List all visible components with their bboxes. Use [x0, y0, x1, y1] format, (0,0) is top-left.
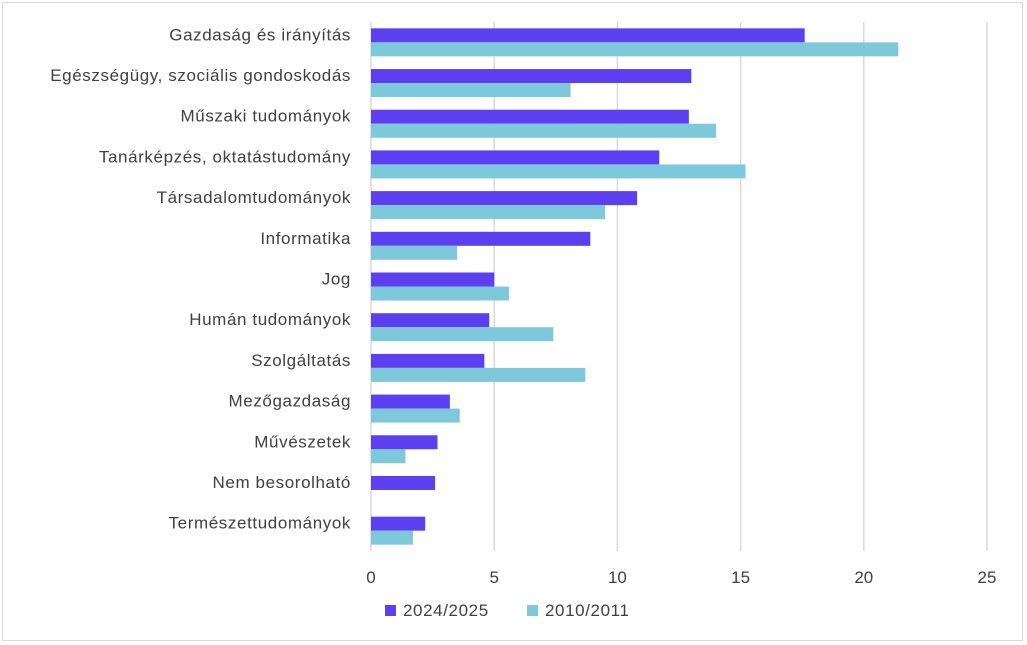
legend: 2024/2025 2010/2011 [385, 601, 630, 620]
bar-2010/2011-4 [371, 205, 606, 220]
category-label: Informatika [260, 229, 351, 248]
bar-2024/2025-5 [371, 231, 591, 246]
legend-label: 2010/2011 [545, 601, 630, 620]
bars [371, 28, 899, 545]
category-label: Humán tudományok [189, 310, 351, 329]
x-tick-label: 25 [978, 568, 997, 587]
category-label: Társadalomtudományok [157, 188, 351, 207]
bar-2024/2025-4 [371, 191, 638, 206]
x-axis-ticks: 0 5 10 15 20 25 [366, 568, 996, 587]
bar-2024/2025-1 [371, 69, 692, 84]
x-tick-label: 0 [366, 568, 375, 587]
bar-2024/2025-0 [371, 28, 805, 43]
bar-2024/2025-2 [371, 109, 689, 124]
legend-swatch [527, 605, 538, 616]
bar-2024/2025-7 [371, 313, 490, 328]
category-label: Szolgáltatás [251, 351, 351, 370]
bar-2024/2025-12 [371, 516, 426, 531]
bar-chart: 0 5 10 15 20 25 Gazdaság és irányítás Egészségü… [50, 22, 996, 620]
bar-2024/2025-9 [371, 394, 450, 409]
x-tick-label: 15 [731, 568, 750, 587]
category-label: Mezőgazdaság [229, 392, 352, 411]
category-label: Gazdaság és irányítás [169, 25, 351, 44]
category-label: Tanárképzés, oktatástudomány [99, 147, 351, 166]
category-label: Jog [322, 270, 351, 289]
bar-2010/2011-1 [371, 83, 571, 98]
category-label: Művészetek [254, 432, 351, 451]
bar-2010/2011-12 [371, 530, 413, 545]
legend-swatch [385, 605, 396, 616]
bar-2024/2025-10 [371, 435, 438, 450]
bar-2010/2011-10 [371, 449, 406, 464]
bar-2010/2011-6 [371, 286, 509, 301]
x-tick-label: 10 [608, 568, 627, 587]
category-label: Nem besorolható [213, 473, 351, 492]
bar-2010/2011-3 [371, 164, 746, 179]
x-tick-label: 5 [489, 568, 498, 587]
x-tick-label: 20 [854, 568, 873, 587]
legend-label: 2024/2025 [403, 601, 489, 620]
bar-2024/2025-11 [371, 475, 436, 490]
category-label: Egészségügy, szociális gondoskodás [50, 66, 351, 85]
bar-2024/2025-6 [371, 272, 495, 287]
bar-2010/2011-8 [371, 367, 586, 382]
bar-2010/2011-9 [371, 408, 460, 423]
bar-2010/2011-2 [371, 123, 716, 138]
bar-2010/2011-7 [371, 327, 554, 342]
bar-2010/2011-0 [371, 42, 899, 57]
bar-2024/2025-8 [371, 353, 485, 368]
category-label: Műszaki tudományok [181, 107, 351, 126]
bar-2010/2011-5 [371, 245, 458, 260]
bar-2024/2025-3 [371, 150, 660, 165]
category-label: Természettudományok [169, 514, 351, 533]
category-labels: Gazdaság és irányítás Egészségügy, szociá… [50, 25, 352, 533]
